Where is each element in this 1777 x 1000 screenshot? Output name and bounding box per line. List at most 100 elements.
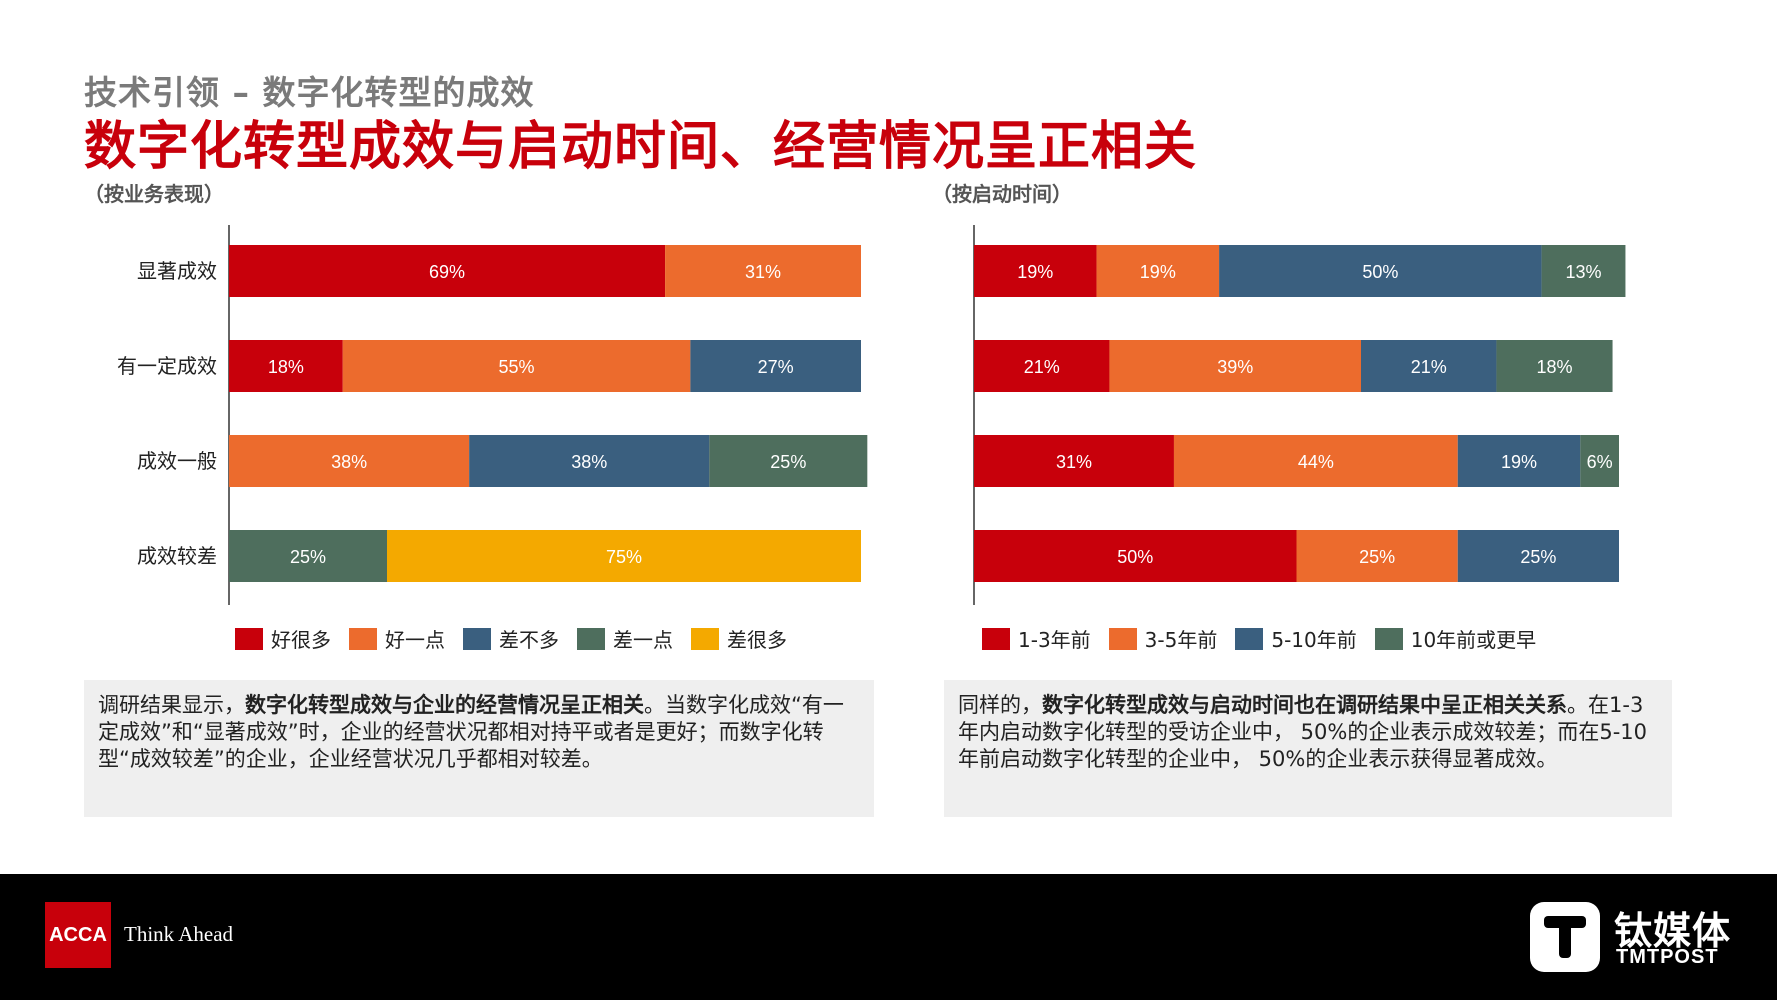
legend-item: 差不多 xyxy=(463,624,559,653)
acca-logo: ACCA xyxy=(45,902,111,968)
right-chart: 19% 19% 50% 13% 21% 39% 21% 18% 31% 44% 19% 6% 50% 25… xyxy=(973,225,1626,605)
bar-segment xyxy=(1496,340,1613,392)
bar-segment xyxy=(387,530,861,582)
bar-segment xyxy=(1361,340,1497,392)
left-note-text-2: 。当数字化成效“有一定成效”和“显著成效”时，企业的经营状况都相对持平或者是更好… xyxy=(98,693,844,771)
left-chart: 显著成效 69% 31% 有一定成效 18% 55% 27% 成效一般 38% 38% 25% 成效较… xyxy=(117,225,868,605)
bar-segment xyxy=(1296,530,1458,582)
acca-tagline: Think Ahead xyxy=(124,922,234,946)
bar-segment xyxy=(974,245,1097,297)
legend-label: 差一点 xyxy=(613,628,673,652)
bar-segment xyxy=(1109,340,1361,392)
bar-segment xyxy=(229,245,666,297)
acca-logo-text: ACCA xyxy=(49,923,107,946)
bar-segment xyxy=(1219,245,1542,297)
bar-value-label: 44% xyxy=(1298,452,1334,472)
bar-segment xyxy=(974,340,1110,392)
tmtpost-logo-icon xyxy=(1530,902,1600,972)
bar-segment xyxy=(665,245,861,297)
legend-item: 3-5年前 xyxy=(1108,624,1218,653)
bar-value-label: 21% xyxy=(1411,357,1447,377)
page-subtitle: 技术引领 – 数字化转型的成效 xyxy=(84,73,535,112)
category-label: 成效较差 xyxy=(137,544,217,568)
bar-value-label: 38% xyxy=(331,452,367,472)
bar-value-label: 25% xyxy=(1359,547,1395,567)
legend-item: 1-3年前 xyxy=(982,624,1091,653)
legend-swatch xyxy=(1108,627,1137,650)
bar-value-label: 13% xyxy=(1566,262,1602,282)
right-legend: 1-3年前 3-5年前 5-10年前 10年前或更早 xyxy=(982,624,1536,653)
left-note-bold: 数字化转型成效与企业的经营情况呈正相关 xyxy=(245,693,644,717)
left-chart-label: （按业务表现） xyxy=(84,182,224,206)
bar-value-label: 25% xyxy=(290,547,326,567)
footer-bar: ACCA Think Ahead 钛媒体 TMTPOST xyxy=(0,874,1777,1000)
bar-segment xyxy=(974,530,1297,582)
legend-label: 1-3年前 xyxy=(1018,628,1091,652)
category-label: 有一定成效 xyxy=(117,354,217,378)
legend-item: 差一点 xyxy=(577,624,673,653)
legend-label: 5-10年前 xyxy=(1271,628,1357,652)
legend-swatch xyxy=(577,627,605,650)
bar-value-label: 25% xyxy=(770,452,806,472)
bar-value-label: 38% xyxy=(571,452,607,472)
bar-value-label: 39% xyxy=(1217,357,1253,377)
left-note-text: 调研结果显示， xyxy=(98,693,245,717)
legend-label: 差很多 xyxy=(727,628,787,652)
legend-swatch xyxy=(463,627,491,650)
legend-item: 10年前或更早 xyxy=(1374,624,1537,653)
category-label: 显著成效 xyxy=(137,259,217,283)
tmtpost-name-cn: 钛媒体 xyxy=(1614,909,1732,953)
bar-segment xyxy=(229,435,470,487)
bar-value-label: 55% xyxy=(499,357,535,377)
right-note: 同样的，数字化转型成效与启动时间也在调研结果中呈正相关关系。在1-3年内启动数字… xyxy=(944,680,1672,817)
legend-swatch xyxy=(349,627,377,650)
bar-segment xyxy=(974,435,1174,487)
legend-label: 3-5年前 xyxy=(1144,628,1218,652)
legend-swatch xyxy=(1374,627,1403,650)
right-chart-label: （按启动时间） xyxy=(932,182,1072,206)
bar-value-label: 18% xyxy=(1536,357,1572,377)
bar-value-label: 19% xyxy=(1140,262,1176,282)
bar-value-label: 25% xyxy=(1520,547,1556,567)
legend-label: 好很多 xyxy=(271,628,331,652)
legend-label: 好一点 xyxy=(385,628,445,652)
bar-value-label: 19% xyxy=(1017,262,1053,282)
legend-label: 10年前或更早 xyxy=(1410,628,1537,652)
legend-item: 好一点 xyxy=(349,624,445,653)
legend-swatch xyxy=(691,627,719,650)
bar-value-label: 21% xyxy=(1024,357,1060,377)
bar-value-label: 18% xyxy=(268,357,304,377)
bar-segment xyxy=(1457,530,1619,582)
bar-segment xyxy=(1457,435,1581,487)
tmtpost-name-en: TMTPOST xyxy=(1616,946,1719,968)
legend-swatch xyxy=(982,627,1010,650)
legend-item: 5-10年前 xyxy=(1235,624,1357,653)
bar-value-label: 27% xyxy=(758,357,794,377)
page-title: 数字化转型成效与启动时间、经营情况呈正相关 xyxy=(84,117,1198,177)
legend-item: 差很多 xyxy=(691,624,787,653)
left-note: 调研结果显示，数字化转型成效与企业的经营情况呈正相关。当数字化成效“有一定成效”… xyxy=(84,680,874,817)
right-note-bold: 数字化转型成效与启动时间也在调研结果中呈正相关关系 xyxy=(1042,693,1567,717)
bar-segment xyxy=(1096,245,1220,297)
bar-segment xyxy=(342,340,691,392)
bar-value-label: 50% xyxy=(1117,547,1153,567)
bar-value-label: 75% xyxy=(606,547,642,567)
bar-value-label: 19% xyxy=(1501,452,1537,472)
bar-segment xyxy=(1173,435,1458,487)
bar-value-label: 69% xyxy=(429,262,465,282)
bar-segment xyxy=(229,530,387,582)
bar-segment xyxy=(1580,435,1619,487)
bar-value-label: 31% xyxy=(745,262,781,282)
bar-segment xyxy=(469,435,710,487)
bar-value-label: 31% xyxy=(1056,452,1092,472)
bar-segment xyxy=(709,435,868,487)
legend-label: 差不多 xyxy=(499,628,559,652)
legend-item: 好很多 xyxy=(235,624,331,653)
category-label: 成效一般 xyxy=(137,449,217,473)
legend-swatch xyxy=(235,627,263,650)
bar-segment xyxy=(229,340,343,392)
legend-swatch xyxy=(1235,627,1264,650)
right-note-text-2: 。在1-3年内启动数字化转型的受访企业中， 50%的企业表示成效较差；而在5-1… xyxy=(958,693,1648,771)
right-note-text: 同样的， xyxy=(958,693,1042,717)
bar-segment xyxy=(690,340,861,392)
